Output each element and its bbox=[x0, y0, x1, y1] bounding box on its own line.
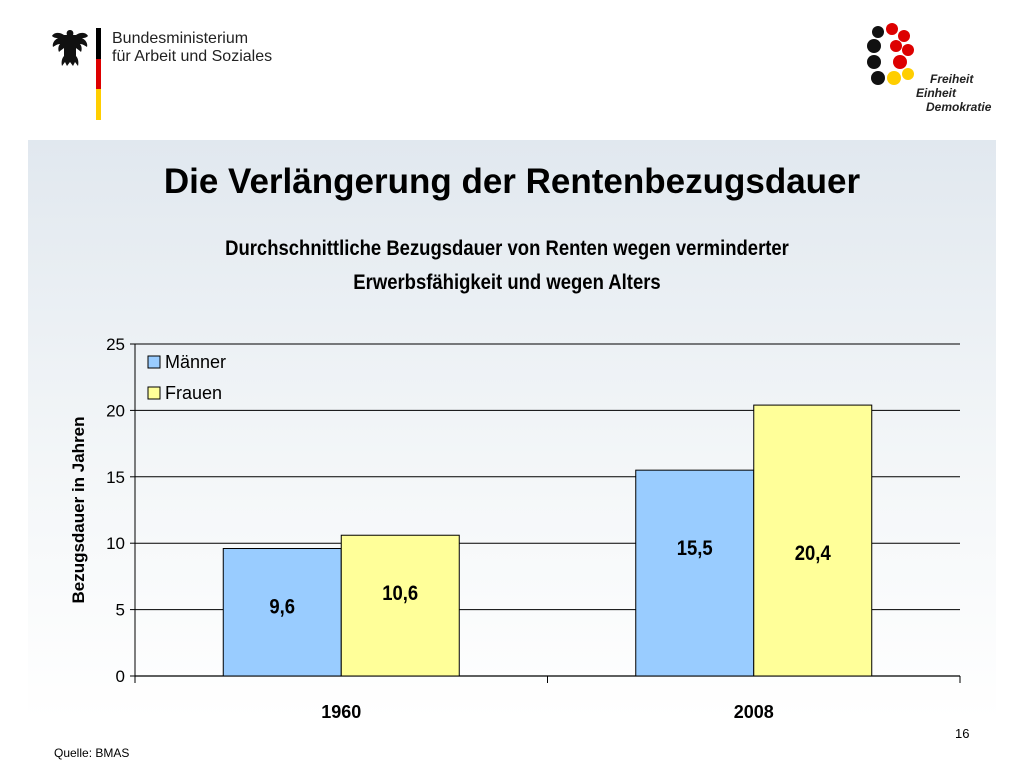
chart-subtitle: Durchschnittliche Bezugsdauer von Renten… bbox=[61, 232, 953, 300]
page-number: 16 bbox=[955, 726, 970, 741]
logo-text-einheit: Einheit bbox=[916, 86, 957, 100]
chart-subtitle-line-2: Erwerbsfähigkeit und wegen Alters bbox=[353, 271, 661, 294]
y-tick-label: 15 bbox=[106, 468, 125, 487]
y-tick-label: 5 bbox=[116, 601, 125, 620]
data-label: 20,4 bbox=[795, 542, 831, 565]
data-label: 15,5 bbox=[677, 537, 713, 560]
legend-label: Männer bbox=[165, 352, 226, 372]
y-tick-label: 25 bbox=[106, 335, 125, 354]
bar-maenner bbox=[635, 469, 755, 677]
bar-maenner bbox=[222, 548, 342, 677]
bar-frauen bbox=[753, 404, 873, 677]
ministry-line-1: Bundesministerium bbox=[112, 30, 249, 47]
x-category-label: 1960 bbox=[321, 702, 361, 722]
logo-text-freiheit: Freiheit bbox=[930, 72, 974, 86]
german-flag-bar bbox=[96, 28, 101, 120]
y-tick-label: 20 bbox=[106, 401, 125, 420]
logo-text-demokratie: Demokratie bbox=[926, 100, 992, 114]
bar-frauen bbox=[340, 534, 460, 677]
data-label: 10,6 bbox=[382, 582, 418, 605]
x-category-label: 2008 bbox=[734, 702, 774, 722]
y-axis-label: Bezugsdauer in Jahren bbox=[69, 416, 88, 603]
legend-swatch bbox=[147, 386, 161, 400]
legend-swatch bbox=[147, 355, 161, 369]
data-label: 9,6 bbox=[269, 595, 295, 618]
freiheit-einheit-demokratie-logo: Freiheit Einheit Demokratie bbox=[860, 22, 1000, 122]
slide-header: Bundesministerium für Arbeit und Soziale… bbox=[0, 0, 1024, 140]
source-note: Quelle: BMAS bbox=[54, 746, 130, 760]
chart-subtitle-line-1: Durchschnittliche Bezugsdauer von Renten… bbox=[225, 237, 789, 260]
federal-eagle-icon bbox=[52, 30, 88, 66]
slide-title: Die Verlängerung der Rentenbezugsdauer bbox=[163, 162, 861, 201]
y-tick-label: 10 bbox=[106, 534, 125, 553]
ministry-name: Bundesministerium für Arbeit und Soziale… bbox=[112, 30, 272, 66]
y-tick-label: 0 bbox=[116, 667, 125, 686]
legend-label: Frauen bbox=[165, 383, 222, 403]
ministry-line-2: für Arbeit und Soziales bbox=[112, 48, 273, 65]
dots-logo-icon bbox=[867, 23, 914, 85]
